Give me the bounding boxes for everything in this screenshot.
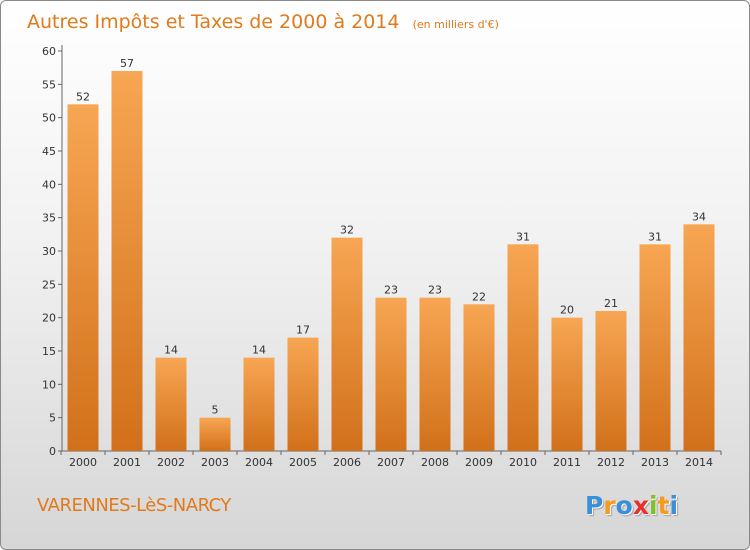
bar-value-label: 31: [516, 230, 530, 243]
bar-value-label: 23: [428, 284, 442, 297]
x-tick-label: 2004: [245, 456, 273, 469]
logo-letter: r: [603, 491, 616, 520]
y-tick-label: 20: [42, 312, 56, 325]
bar: [639, 244, 671, 451]
y-tick-label: 60: [42, 45, 56, 58]
x-tick-label: 2000: [69, 456, 97, 469]
logo-letter: i: [669, 491, 679, 520]
bar: [199, 417, 231, 451]
y-tick-label: 15: [42, 345, 56, 358]
bar: [155, 357, 187, 451]
bar-value-label: 52: [76, 90, 90, 103]
y-tick-label: 35: [42, 212, 56, 225]
y-tick-label: 25: [42, 278, 56, 291]
y-tick-label: 5: [49, 412, 56, 425]
bar-value-label: 21: [604, 297, 618, 310]
x-tick-label: 2007: [377, 456, 405, 469]
bar-value-label: 22: [472, 290, 486, 303]
x-tick-label: 2008: [421, 456, 449, 469]
y-tick-label: 40: [42, 178, 56, 191]
x-tick-label: 2005: [289, 456, 317, 469]
bar-value-label: 14: [252, 344, 266, 357]
bar: [243, 357, 275, 451]
bar: [67, 104, 99, 451]
bar-value-label: 20: [560, 304, 574, 317]
logo-letter: o: [615, 491, 633, 520]
bar: [287, 337, 319, 451]
x-tick-label: 2002: [157, 456, 185, 469]
logo-letter: P: [585, 491, 604, 520]
bar-value-label: 31: [648, 230, 662, 243]
logo-letter: x: [632, 491, 649, 520]
x-tick-label: 2013: [641, 456, 669, 469]
bar-value-label: 34: [692, 210, 706, 223]
y-tick-label: 10: [42, 378, 56, 391]
y-tick-label: 45: [42, 145, 56, 158]
y-tick-label: 55: [42, 78, 56, 91]
bar: [551, 317, 583, 451]
chart-axes: 0 5 10 15 20 25 30 35 40 45 50 55 60 2000 2001 2002 2003…: [42, 45, 722, 469]
bar: [111, 71, 143, 451]
bar: [463, 304, 495, 451]
proxiti-logo: Proxiti: [585, 491, 678, 520]
bar: [595, 311, 627, 451]
y-tick-label: 30: [42, 245, 56, 258]
chart-title-unit: (en milliers d'€): [413, 18, 499, 31]
x-tick-label: 2001: [113, 456, 141, 469]
chart-title-main: Autres Impôts et Taxes de 2000 à 2014: [27, 11, 400, 33]
y-tick-label: 0: [49, 445, 56, 458]
bar-value-label: 32: [340, 224, 354, 237]
bar-value-label: 17: [296, 324, 310, 337]
bar: [507, 244, 539, 451]
chart-bars: 52 57 14 5 14 17 32 23 23 22 31 20 21 31 34: [67, 57, 715, 451]
bar-value-label: 5: [212, 404, 219, 417]
chart-title: Autres Impôts et Taxes de 2000 à 2014 (e…: [27, 11, 499, 33]
x-tick-label: 2011: [553, 456, 581, 469]
bar-value-label: 14: [164, 344, 178, 357]
bar: [331, 237, 363, 451]
x-tick-label: 2003: [201, 456, 229, 469]
bar-value-label: 57: [120, 57, 134, 70]
bar: [683, 224, 715, 451]
logo-letter: t: [657, 491, 670, 520]
y-tick-label: 50: [42, 112, 56, 125]
x-tick-label: 2010: [509, 456, 537, 469]
bar: [375, 297, 407, 451]
x-tick-label: 2006: [333, 456, 361, 469]
town-name: VARENNES-LèS-NARCY: [37, 495, 231, 516]
bar-value-label: 23: [384, 284, 398, 297]
x-tick-label: 2014: [685, 456, 713, 469]
x-tick-label: 2012: [597, 456, 625, 469]
x-tick-label: 2009: [465, 456, 493, 469]
logo-letter: i: [649, 491, 658, 520]
bar: [419, 297, 451, 451]
